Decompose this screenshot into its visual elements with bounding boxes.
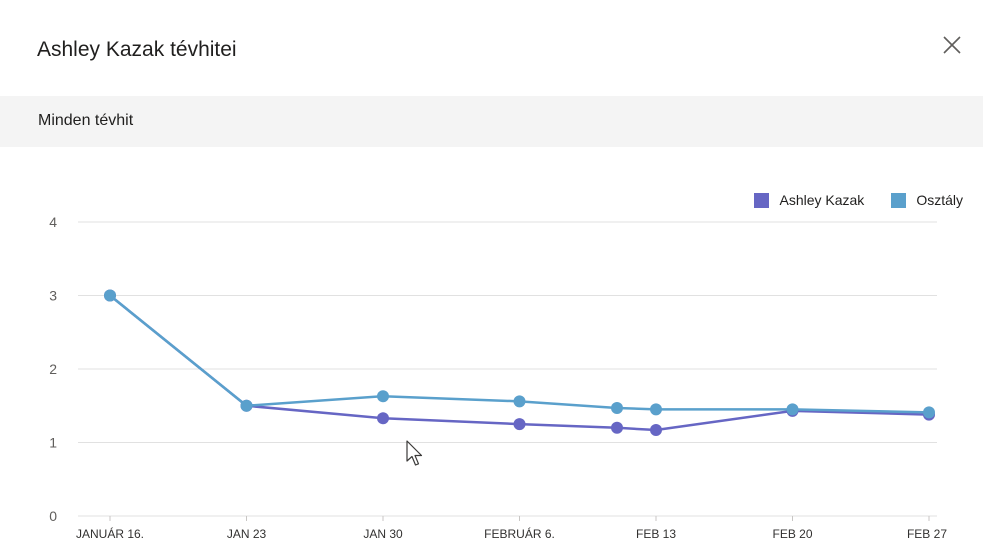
legend-label-student: Ashley Kazak: [779, 192, 865, 208]
legend-label-class: Osztály: [916, 192, 963, 208]
x-tick-label: FEB 27: [907, 527, 947, 541]
misconceptions-chart: 0 1 2 3 4 JANUÁR 16. JAN 23 JAN 30 FEBRUÁR 6. FEB…: [0, 147, 983, 554]
data-point-1-3: [513, 395, 526, 408]
data-point-0-3: [513, 418, 526, 431]
x-tick-label: FEBRUÁR 6.: [484, 526, 555, 541]
series-line-0: [109, 294, 930, 432]
legend-item-class[interactable]: Osztály: [891, 192, 963, 208]
line-chart-svg: 0 1 2 3 4 JANUÁR 16. JAN 23 JAN 30 FEBRUÁR 6. FEB…: [49, 214, 947, 541]
data-point-1-4: [611, 401, 623, 414]
data-point-0-4: [611, 421, 623, 434]
data-point-1-6: [786, 403, 799, 416]
close-icon: [943, 36, 961, 54]
y-tick-label: 3: [49, 288, 57, 304]
data-point-1-5: [650, 403, 662, 416]
y-tick-label: 0: [49, 508, 57, 524]
legend-swatch-class: [891, 192, 907, 208]
series-line-1: [109, 294, 930, 414]
data-point-1-1: [240, 399, 253, 412]
legend-item-student[interactable]: Ashley Kazak: [754, 192, 864, 208]
chart-legend: Ashley Kazak Osztály: [754, 192, 963, 208]
y-tick-label: 1: [49, 435, 57, 451]
mouse-cursor-icon: [406, 440, 423, 466]
y-tick-label: 2: [49, 361, 57, 377]
legend-swatch-student: [754, 192, 770, 208]
data-point-1-7: [923, 406, 935, 419]
x-tick-label: JANUÁR 16.: [76, 526, 144, 541]
x-tick-label: JAN 23: [227, 527, 267, 541]
data-point-1-2: [377, 390, 389, 403]
close-button[interactable]: [940, 33, 964, 57]
data-point-1-0: [104, 289, 116, 302]
dialog-title: Ashley Kazak tévhitei: [37, 38, 237, 61]
dialog-header: Ashley Kazak tévhitei: [0, 0, 983, 96]
data-point-0-5: [650, 424, 662, 437]
section-label: Minden tévhit: [38, 112, 134, 129]
y-tick-label: 4: [49, 214, 57, 230]
section-bar: Minden tévhit: [0, 96, 983, 147]
x-tick-label: FEB 13: [636, 527, 676, 541]
data-point-0-2: [377, 412, 389, 425]
x-tick-label: JAN 30: [363, 527, 403, 541]
x-tick-label: FEB 20: [772, 527, 812, 541]
